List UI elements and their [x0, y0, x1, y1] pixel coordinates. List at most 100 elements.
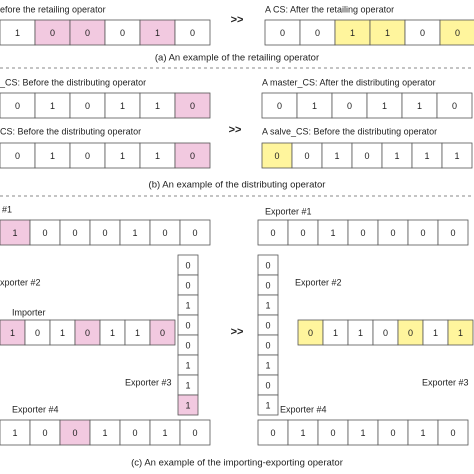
cell-value: 1 [185, 300, 190, 310]
cell-value: 0 [42, 428, 47, 438]
label: Importer [12, 307, 46, 317]
cell-value: 1 [185, 380, 190, 390]
cell [299, 19, 336, 46]
cell [377, 219, 409, 246]
cell-value: 1 [60, 328, 65, 338]
cell-value: 0 [420, 228, 425, 238]
cell [99, 319, 126, 346]
cell [119, 419, 151, 446]
cell-value: 1 [300, 428, 305, 438]
cell [174, 92, 211, 119]
cell [404, 19, 441, 46]
cell-value: 1 [350, 28, 355, 38]
cell-value: 1 [333, 328, 338, 338]
cell [29, 219, 61, 246]
cell [381, 142, 413, 169]
cell [261, 92, 298, 119]
cell-value: 1 [102, 428, 107, 438]
cell [297, 319, 324, 346]
cell-value: 0 [420, 28, 425, 38]
cell [0, 219, 31, 246]
label: Exporter #4 [280, 404, 327, 414]
cell [257, 219, 289, 246]
cell-value: 1 [458, 328, 463, 338]
cell [437, 219, 469, 246]
cell [296, 92, 333, 119]
cell [291, 142, 323, 169]
arrow: >> [229, 124, 242, 136]
arrow: >> [231, 14, 244, 26]
cell-value: 0 [383, 328, 388, 338]
cell-value: 0 [102, 228, 107, 238]
cell-value: 1 [135, 328, 140, 338]
cell-value: 0 [15, 101, 20, 111]
cell [317, 419, 349, 446]
cell-value: 0 [15, 151, 20, 161]
label: Exporter #2 [295, 277, 342, 287]
cell-value: 0 [408, 328, 413, 338]
cell-value: 0 [42, 228, 47, 238]
cell-value: 1 [162, 428, 167, 438]
cell-value: 0 [452, 101, 457, 111]
cell [322, 319, 349, 346]
cell [422, 319, 449, 346]
cell-value: 1 [12, 428, 17, 438]
cell-value: 1 [417, 101, 422, 111]
cell-value: 1 [132, 228, 137, 238]
cell-value: 1 [155, 28, 160, 38]
cell-value: 0 [120, 28, 125, 38]
cell [149, 419, 181, 446]
cell-value: 0 [308, 328, 313, 338]
label: Exporter #1 [265, 206, 312, 216]
cell-value: 0 [390, 228, 395, 238]
cell [317, 219, 349, 246]
cell [69, 92, 106, 119]
cell-value: 1 [10, 328, 15, 338]
cell [366, 92, 403, 119]
label: _CS: Before the distributing operator [0, 77, 146, 87]
cell-value: 1 [424, 151, 429, 161]
cell [261, 142, 293, 169]
cell [257, 394, 279, 416]
cell-value: 0 [72, 428, 77, 438]
cell-value: 0 [274, 151, 279, 161]
cell-value: 0 [132, 428, 137, 438]
cell [334, 19, 371, 46]
cell-value: 1 [120, 151, 125, 161]
cell-value: 1 [360, 428, 365, 438]
cell-value: 0 [185, 280, 190, 290]
cell-value: 0 [360, 228, 365, 238]
cell [347, 319, 374, 346]
cell [177, 394, 199, 416]
label: A master_CS: After the distributing oper… [262, 77, 436, 87]
cell-value: 1 [185, 360, 190, 370]
cell [179, 419, 211, 446]
cell [34, 142, 71, 169]
cell [0, 142, 36, 169]
cell-value: 0 [364, 151, 369, 161]
label: A CS: After the retailing operator [265, 4, 394, 14]
cell [441, 142, 473, 169]
cell-value: 1 [120, 101, 125, 111]
arrow: >> [231, 326, 244, 338]
cell-value: 0 [347, 101, 352, 111]
label: Exporter #3 [422, 377, 469, 387]
cell-value: 1 [312, 101, 317, 111]
cell [331, 92, 368, 119]
cell [34, 19, 71, 46]
caption: (a) An example of the retailing operator [155, 53, 319, 64]
cell [436, 92, 473, 119]
cell-value: 1 [155, 151, 160, 161]
cell [139, 19, 176, 46]
cell-value: 1 [454, 151, 459, 161]
cell-value: 0 [185, 320, 190, 330]
cell-value: 1 [15, 28, 20, 38]
cell [447, 319, 474, 346]
cell [179, 219, 211, 246]
cell [0, 19, 36, 46]
cell-value: 0 [265, 380, 270, 390]
cell-value: 1 [330, 228, 335, 238]
cell [59, 219, 91, 246]
cell-value: 1 [265, 300, 270, 310]
label: #1 [2, 204, 12, 214]
